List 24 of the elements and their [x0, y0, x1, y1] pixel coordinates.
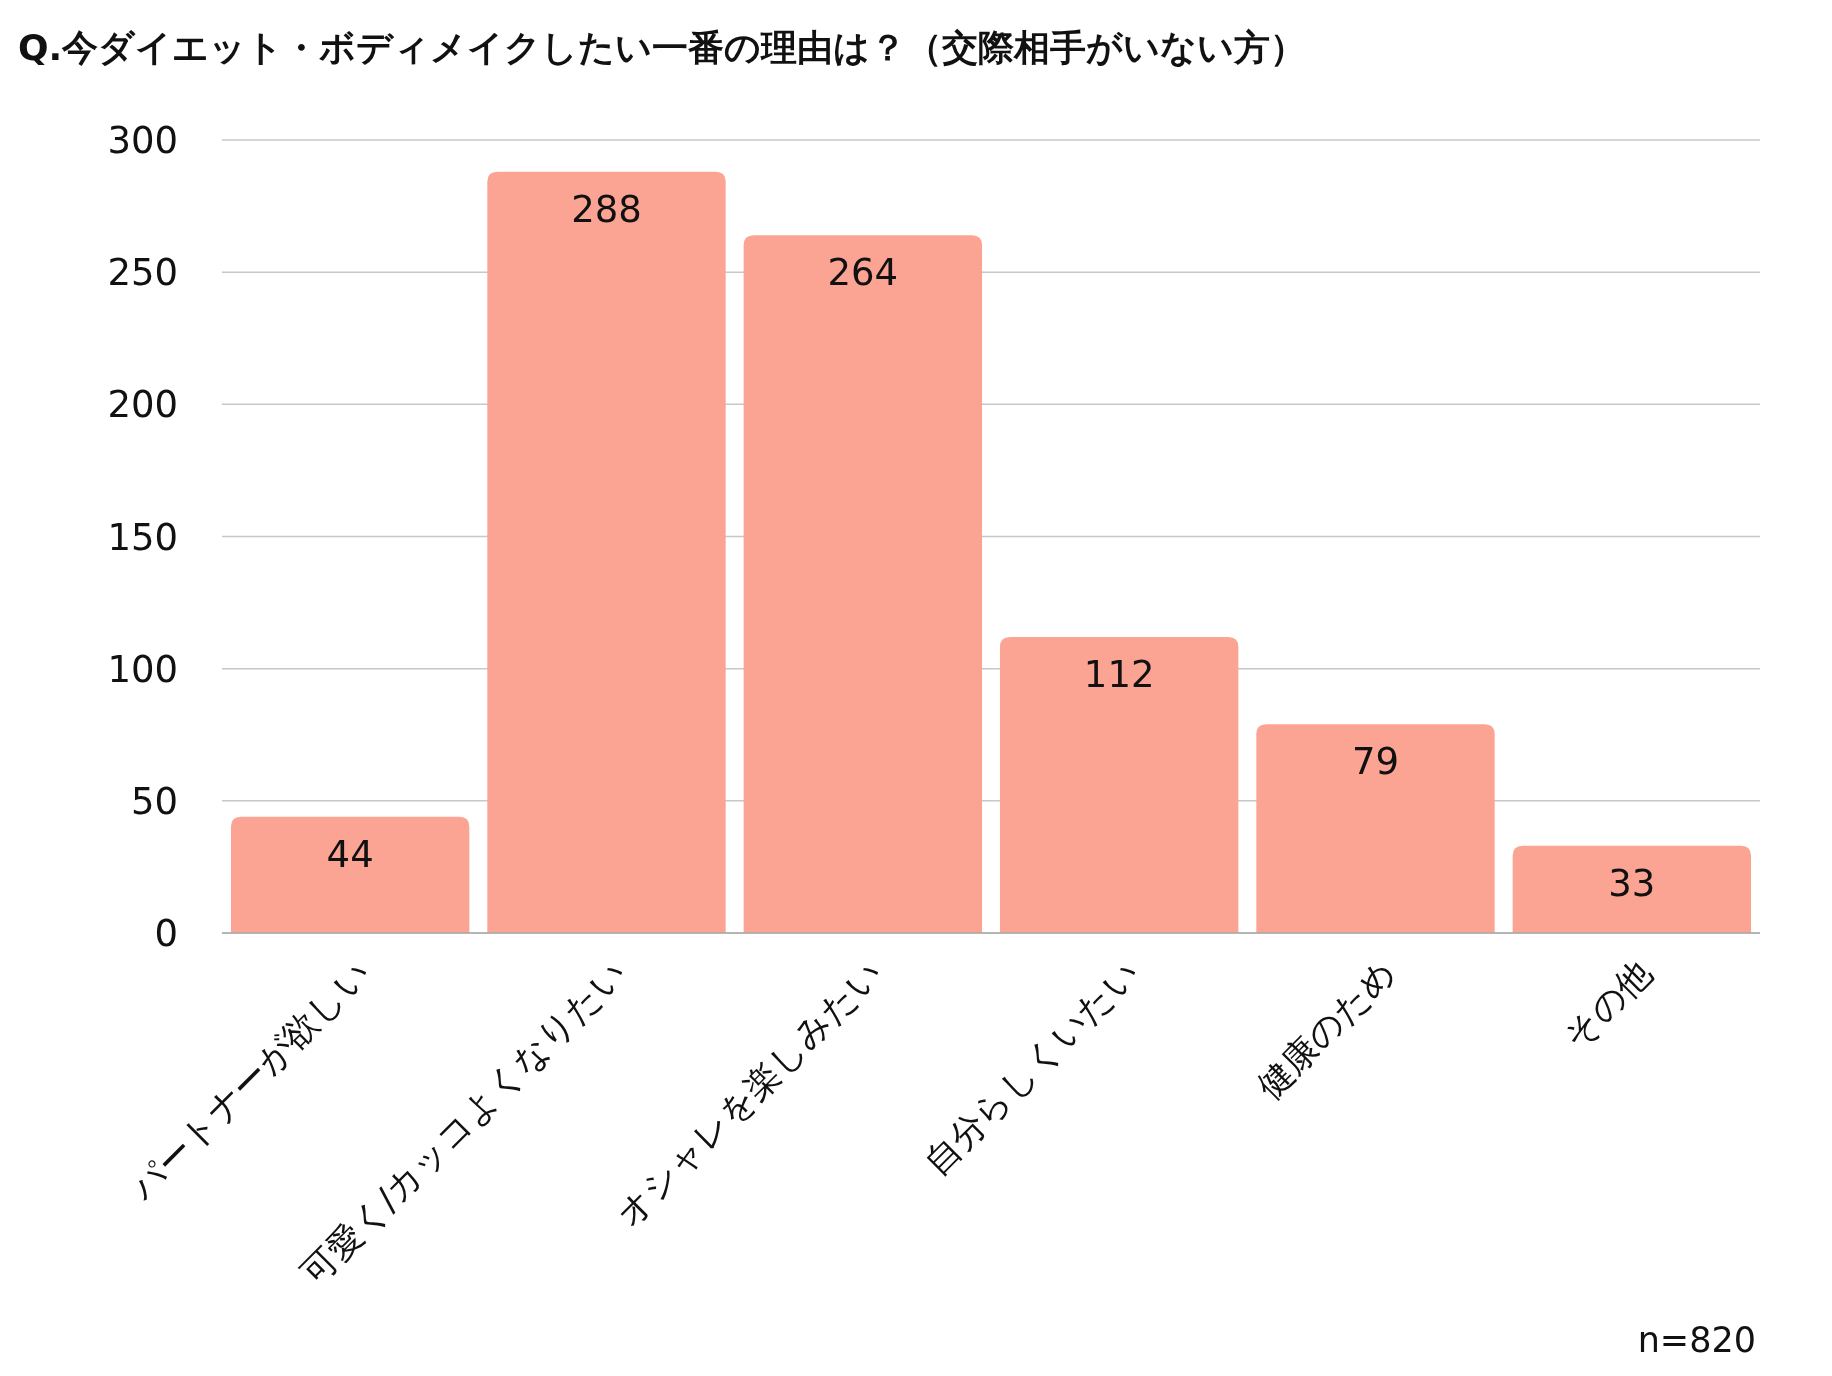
y-tick-label: 50: [130, 779, 178, 823]
y-tick-label: 250: [107, 251, 178, 295]
text: n=820: [1637, 1320, 1756, 1360]
x-tick-label: その他: [1555, 952, 1660, 1057]
bar: [743, 235, 983, 933]
data-label: 44: [326, 832, 374, 876]
bar: [487, 171, 726, 933]
data-label: 112: [1083, 652, 1155, 696]
data-label: 79: [1351, 740, 1400, 784]
chart-title: Q.今ダイエット・ボディメイクしたい一番の理由は？（交際相手がいない方）: [18, 27, 1307, 68]
data-label: 33: [1608, 861, 1656, 905]
bar: [230, 816, 470, 933]
y-tick-label: 200: [107, 383, 178, 427]
x-tick-label: 健康のため: [1249, 952, 1404, 1107]
y-tick-label: 150: [107, 515, 178, 559]
bar: [1256, 724, 1495, 933]
y-tick-label: 0: [154, 912, 178, 955]
data-label: 288: [571, 187, 642, 231]
y-tick-label: 300: [107, 119, 178, 162]
y-tick-label: 100: [107, 647, 178, 691]
data-label: 264: [827, 251, 899, 295]
bar: [1512, 845, 1752, 933]
bar: [999, 636, 1239, 933]
x-tick-label: 自分らしくいたい: [916, 952, 1147, 1183]
